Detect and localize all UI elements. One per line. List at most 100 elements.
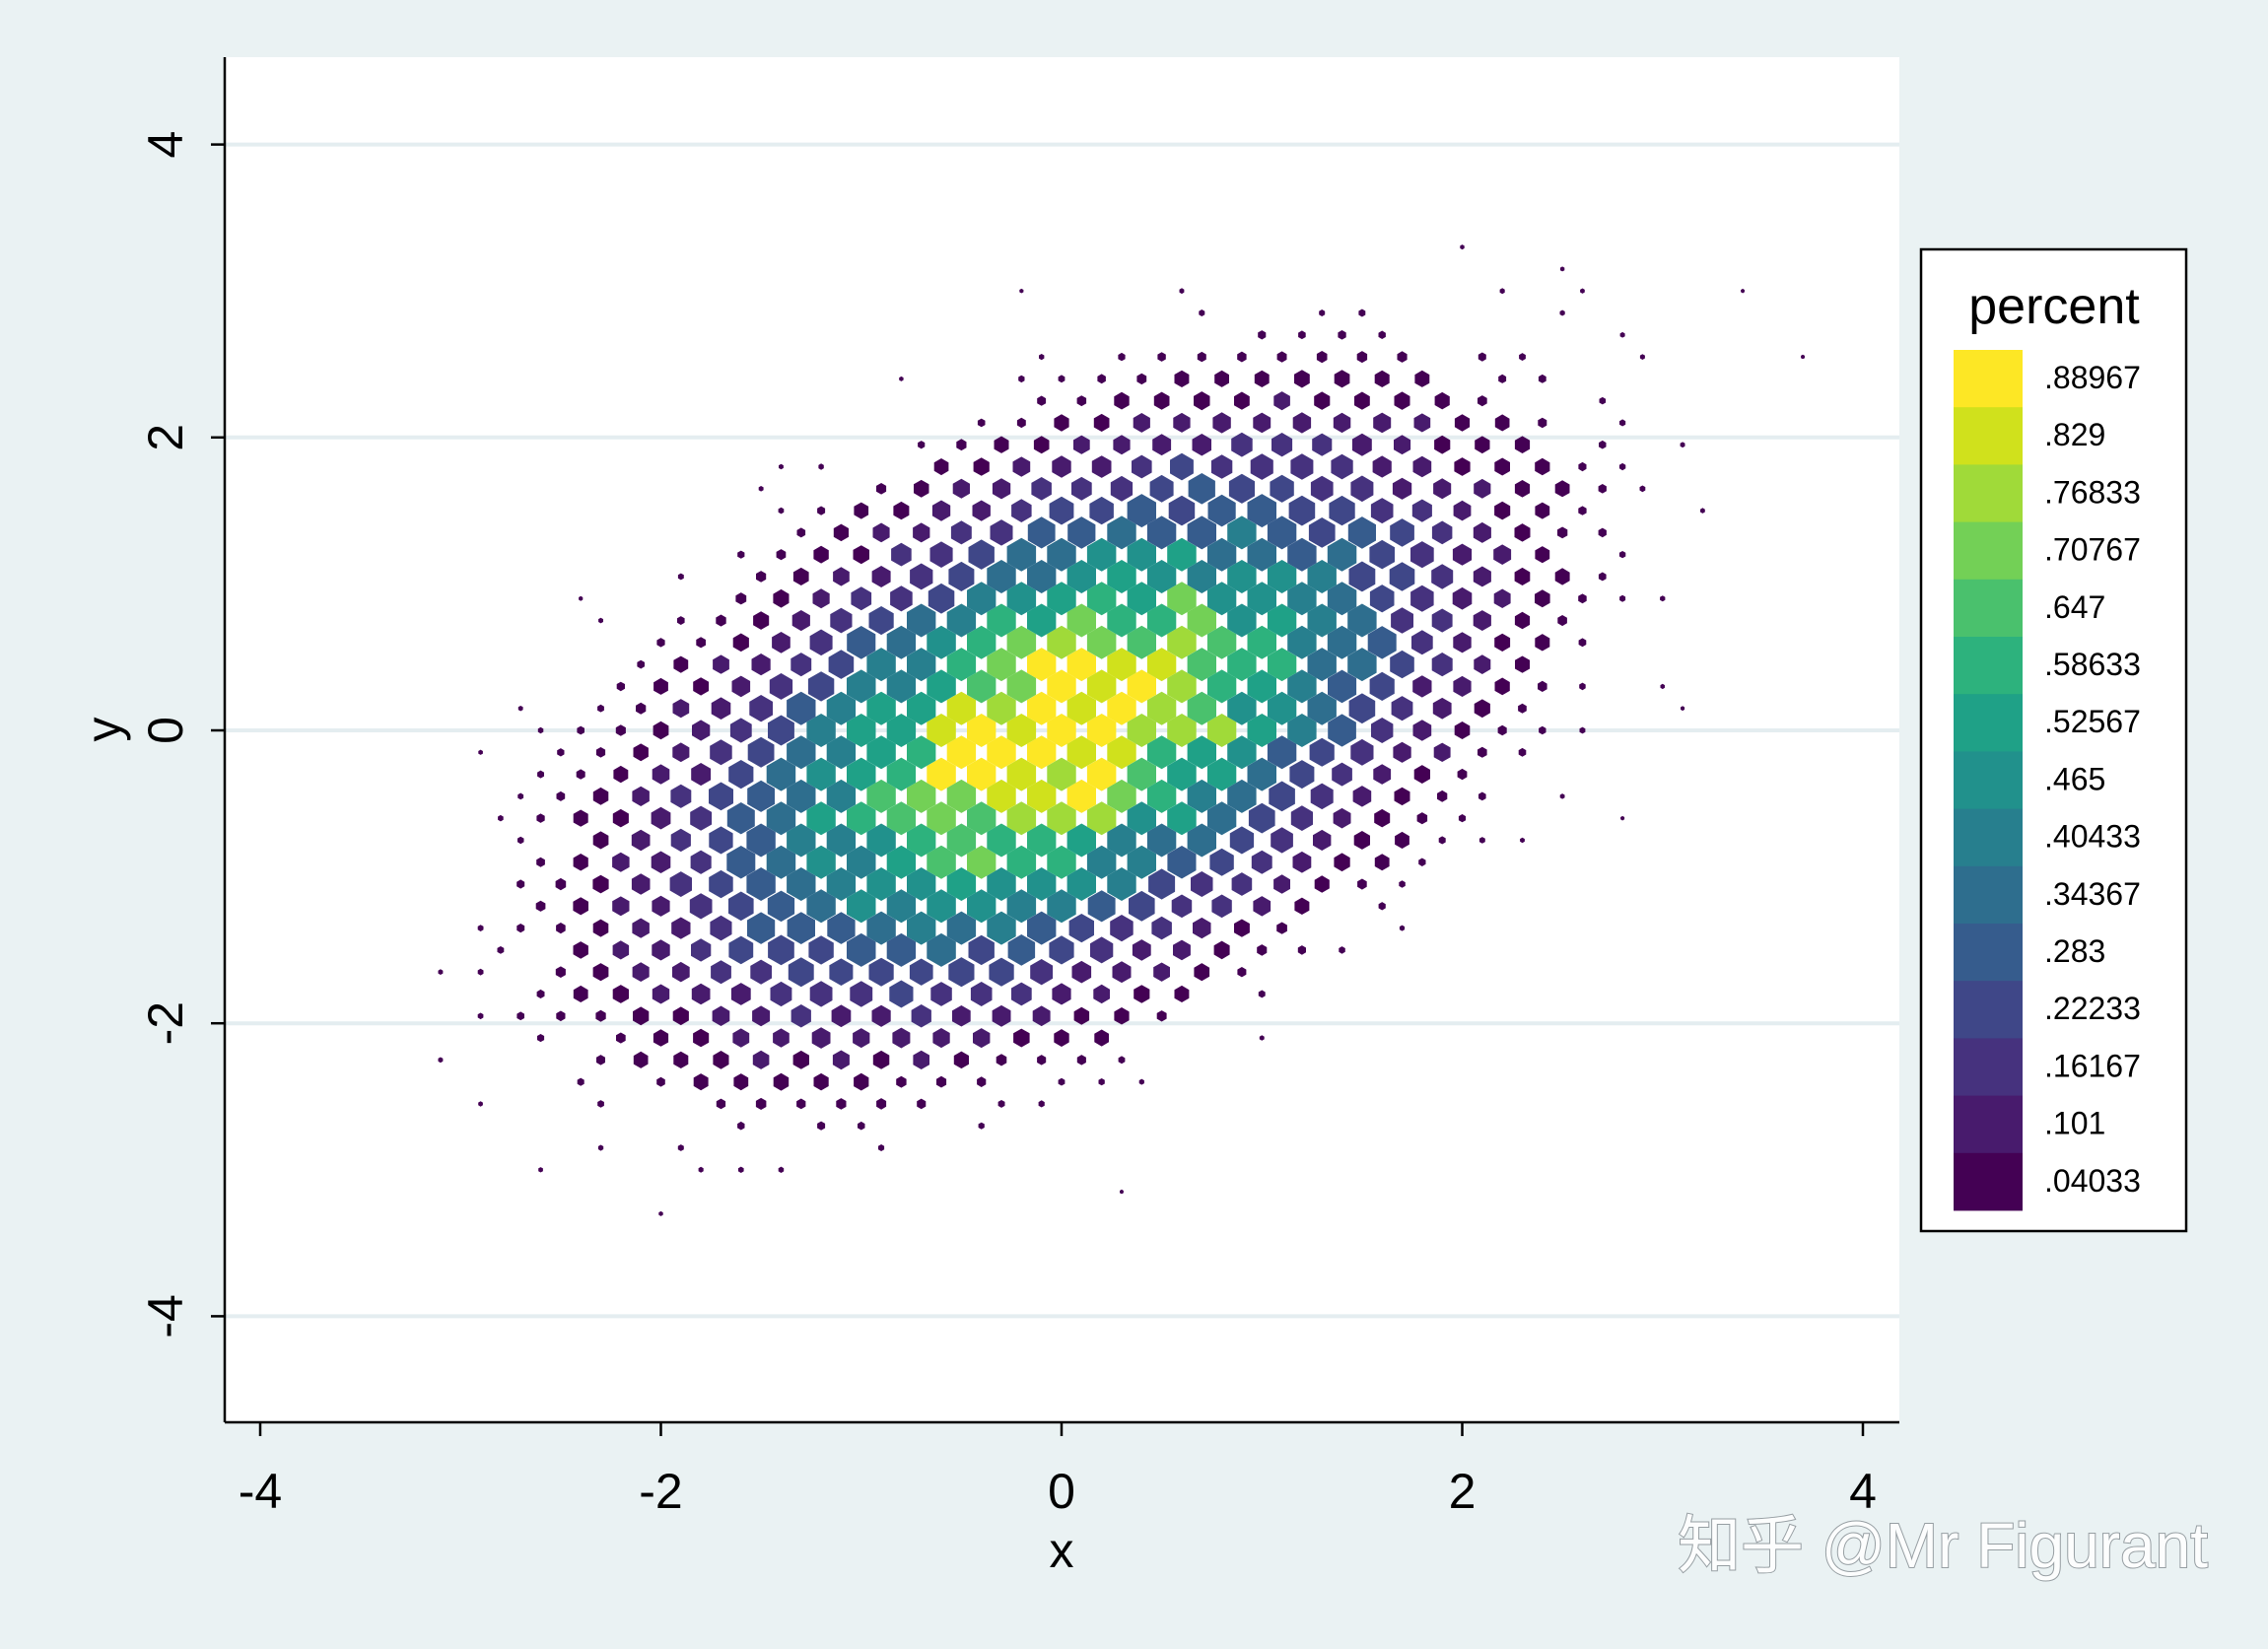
hex-cell (516, 879, 525, 889)
hex-cell (712, 1005, 730, 1026)
hex-cell (1027, 823, 1057, 858)
hex-cell (847, 889, 876, 924)
hex-cell (573, 897, 588, 916)
hex-cell (1538, 374, 1546, 383)
hex-cell (1231, 872, 1253, 896)
legend-swatch (1954, 407, 2023, 465)
hex-cell (890, 585, 913, 612)
hex-cell (517, 792, 524, 800)
hex-cell (1076, 1055, 1086, 1065)
hex-cell (1457, 768, 1468, 781)
hex-cell (1333, 412, 1351, 434)
hex-cell (847, 669, 876, 704)
hex-cell (1309, 737, 1335, 767)
hex-cell (992, 1004, 1011, 1027)
hex-cell (1194, 391, 1210, 411)
hex-cell (1328, 669, 1357, 704)
hex-cell (1390, 518, 1414, 547)
hex-cell (1394, 787, 1410, 806)
hex-cell (1093, 984, 1110, 1004)
hex-cell (556, 923, 566, 934)
hex-cell (967, 625, 997, 659)
hex-cell (886, 669, 917, 704)
hex-cell (1187, 648, 1216, 682)
hex-cell (747, 780, 775, 812)
hex-cell (752, 1050, 770, 1069)
hex-cell (1453, 675, 1472, 697)
hex-cell (1156, 1010, 1167, 1022)
hex-cell (1032, 1005, 1051, 1027)
hex-cell (1619, 331, 1625, 338)
hex-cell (1347, 648, 1377, 682)
hex-cell (817, 1121, 826, 1131)
hex-cell (696, 637, 706, 649)
hex-cell (692, 720, 711, 741)
hex-cell (737, 1121, 745, 1131)
hex-cell (1127, 582, 1156, 616)
hex-cell (773, 1028, 790, 1048)
hex-cell (893, 501, 910, 520)
hex-cell (1052, 455, 1071, 478)
y-ticks: -4 -2 0 2 4 (138, 131, 225, 1339)
hex-cell (806, 757, 836, 791)
hex-cell (1348, 561, 1376, 592)
hex-cell (1493, 544, 1512, 565)
hex-cell (1006, 889, 1037, 924)
hex-cell (866, 779, 896, 813)
hex-cell (1554, 568, 1570, 585)
hex-cell (477, 968, 484, 976)
legend-swatch (1954, 751, 2023, 809)
hex-cell (1227, 560, 1257, 593)
hex-cell (1247, 757, 1276, 791)
hex-cell (733, 1073, 749, 1091)
hex-cell (1090, 936, 1114, 964)
hex-cell (1619, 419, 1626, 427)
hex-cell (1127, 669, 1156, 704)
hex-cell (1453, 632, 1472, 653)
hex-cell (1494, 633, 1511, 652)
hex-cell (1227, 735, 1257, 770)
hex-cell (1049, 496, 1074, 525)
hex-cell (1093, 413, 1110, 432)
hex-cell (1292, 851, 1312, 873)
hex-cell (1535, 634, 1550, 652)
hex-cell (927, 801, 956, 836)
hex-cell (1127, 801, 1156, 836)
hex-cell (1258, 330, 1267, 340)
hex-cell (813, 545, 829, 564)
hex-cell (592, 831, 609, 850)
y-tick-label: 0 (138, 717, 193, 744)
hex-cell (1347, 516, 1376, 549)
hex-cell (927, 625, 956, 659)
hex-cell (1231, 432, 1253, 457)
hex-cell (1410, 584, 1434, 612)
hex-cell (1211, 894, 1232, 919)
legend-label: .76833 (2044, 474, 2141, 510)
hex-cell (1151, 916, 1172, 940)
hex-cell (1206, 714, 1237, 747)
hex-cell (656, 1076, 665, 1087)
legend-swatch (1954, 865, 2023, 925)
hex-cell (1307, 691, 1337, 725)
hex-cell (1267, 691, 1297, 725)
hex-cell (773, 588, 790, 608)
hex-cell (652, 895, 670, 917)
hex-cell (728, 891, 754, 922)
hex-cell (1639, 485, 1646, 493)
hex-cell (673, 1051, 689, 1068)
legend-label: .34367 (2044, 876, 2141, 912)
hex-cell (1578, 593, 1587, 604)
hex-cell (1107, 823, 1136, 858)
hex-cell (836, 1098, 847, 1110)
hex-cell (1071, 476, 1092, 501)
hex-cell (1497, 724, 1507, 736)
hex-cell (1258, 990, 1266, 998)
hex-cell (1206, 801, 1237, 836)
hex-cell (992, 478, 1011, 500)
hex-cell (851, 586, 872, 611)
hex-cell (1047, 889, 1076, 924)
hex-cell (1127, 714, 1156, 747)
hex-cell (1332, 762, 1352, 787)
hex-cell (768, 715, 794, 746)
hex-cell (847, 626, 876, 659)
